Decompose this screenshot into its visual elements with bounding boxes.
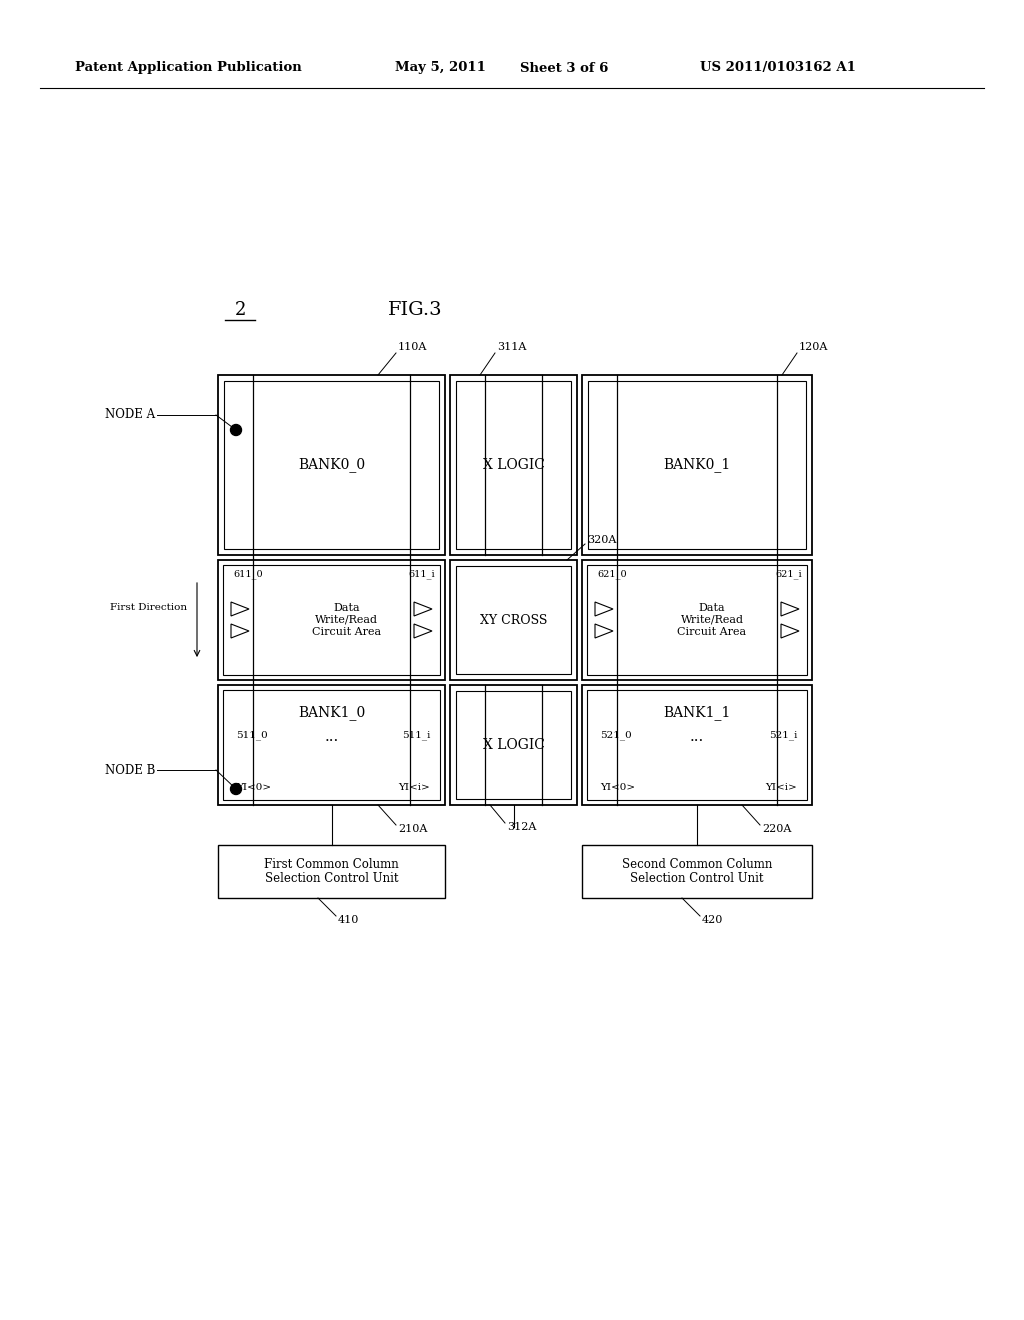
Text: 312A: 312A (507, 822, 537, 832)
Bar (587, 690, 807, 800)
Text: 320A: 320A (587, 535, 616, 545)
Text: 420: 420 (702, 915, 723, 925)
Circle shape (230, 425, 242, 436)
Bar (582, 845, 812, 898)
Text: X LOGIC: X LOGIC (482, 738, 545, 752)
Bar (223, 690, 440, 800)
Bar (218, 375, 445, 554)
Text: 621_i: 621_i (775, 569, 802, 579)
Text: 511_0: 511_0 (236, 730, 267, 739)
Text: YI<0>: YI<0> (236, 783, 271, 792)
Bar (450, 375, 577, 554)
Text: Patent Application Publication: Patent Application Publication (75, 62, 302, 74)
Text: Data
Write/Read
Circuit Area: Data Write/Read Circuit Area (678, 603, 746, 636)
Bar (582, 375, 812, 554)
Text: XY CROSS: XY CROSS (480, 614, 547, 627)
Text: 2: 2 (234, 301, 246, 319)
Text: 621_0: 621_0 (597, 569, 627, 579)
Text: 611_i: 611_i (409, 569, 435, 579)
Text: 220A: 220A (762, 824, 792, 834)
Bar (224, 381, 439, 549)
Circle shape (230, 784, 242, 795)
Bar (582, 685, 812, 805)
Text: FIG.3: FIG.3 (388, 301, 442, 319)
Text: May 5, 2011: May 5, 2011 (395, 62, 485, 74)
Text: 120A: 120A (799, 342, 828, 352)
Text: NODE A: NODE A (104, 408, 155, 421)
Text: US 2011/0103162 A1: US 2011/0103162 A1 (700, 62, 856, 74)
Text: Second Common Column
Selection Control Unit: Second Common Column Selection Control U… (622, 858, 772, 886)
Bar (218, 560, 445, 680)
Bar (450, 560, 577, 680)
Text: YI<i>: YI<i> (765, 783, 797, 792)
Text: X LOGIC: X LOGIC (482, 458, 545, 473)
Text: 511_i: 511_i (401, 730, 430, 739)
Text: 521_i: 521_i (769, 730, 797, 739)
Text: NODE B: NODE B (104, 763, 155, 776)
Text: ...: ... (690, 730, 705, 744)
Text: 210A: 210A (398, 824, 427, 834)
Text: 110A: 110A (398, 342, 427, 352)
Text: BANK0_1: BANK0_1 (664, 458, 731, 473)
Text: 521_0: 521_0 (600, 730, 632, 739)
Bar (450, 685, 577, 805)
Text: ...: ... (325, 730, 339, 744)
Bar (218, 845, 445, 898)
Text: BANK0_0: BANK0_0 (298, 458, 366, 473)
Bar (223, 565, 440, 675)
Bar (456, 381, 571, 549)
Text: First Common Column
Selection Control Unit: First Common Column Selection Control Un… (264, 858, 399, 886)
Bar (456, 690, 571, 799)
Text: 611_0: 611_0 (233, 569, 262, 579)
Text: BANK1_0: BANK1_0 (298, 706, 366, 721)
Bar (456, 566, 571, 675)
Bar (587, 565, 807, 675)
Bar (218, 685, 445, 805)
Text: First Direction: First Direction (110, 603, 187, 612)
Text: Data
Write/Read
Circuit Area: Data Write/Read Circuit Area (312, 603, 381, 636)
Text: BANK1_1: BANK1_1 (664, 706, 731, 721)
Bar (588, 381, 806, 549)
Text: 410: 410 (338, 915, 359, 925)
Text: 311A: 311A (497, 342, 526, 352)
Text: YI<0>: YI<0> (600, 783, 635, 792)
Bar (582, 560, 812, 680)
Text: Sheet 3 of 6: Sheet 3 of 6 (520, 62, 608, 74)
Text: YI<i>: YI<i> (398, 783, 430, 792)
